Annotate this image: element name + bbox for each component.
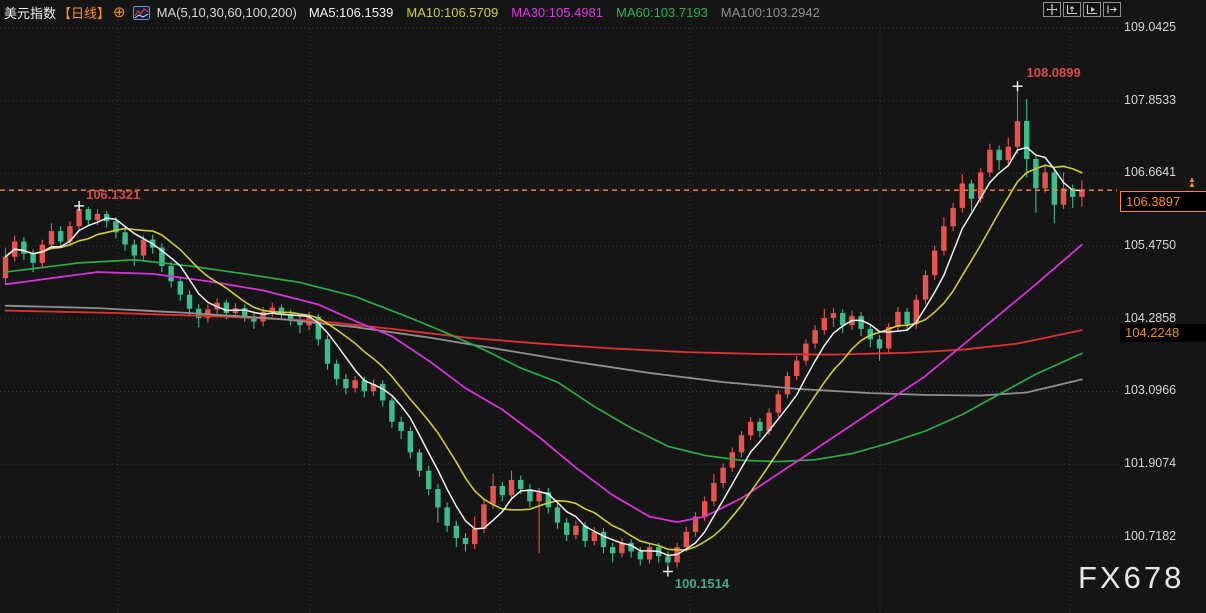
chart-type-icon[interactable] <box>132 5 150 20</box>
instrument-title[interactable]: 美元指数 <box>4 6 57 21</box>
price-axis-label: 103.0966 <box>1124 383 1177 398</box>
go-latest-button[interactable] <box>1103 2 1121 17</box>
ma60-value: MA60:103.7193 <box>616 5 708 20</box>
price-axis-label: 104.2858 <box>1124 310 1177 325</box>
add-indicator-icon[interactable]: ⊕ <box>113 4 126 21</box>
price-axis-label: 106.6641 <box>1124 165 1177 180</box>
price-axis-label: 105.4750 <box>1124 238 1177 253</box>
watermark: FX678 <box>1078 560 1185 595</box>
period-label[interactable]: 【日线】 <box>58 6 111 21</box>
crosshair-tool-button[interactable] <box>1043 2 1061 17</box>
left-high-annotation: 106.1321 <box>86 186 141 202</box>
chart-toolbar <box>1043 2 1121 17</box>
ma10-value: MA10:106.5709 <box>406 5 499 20</box>
ma-group-label: MA(5,10,30,60,100,200) <box>156 5 297 20</box>
high-annotation: 108.0899 <box>1026 65 1081 81</box>
price-up-arrow-icon: ▲ ▲ <box>1188 175 1196 190</box>
ma30-value: MA30:105.4981 <box>511 5 603 20</box>
price-axis-label: 100.7182 <box>1124 528 1177 543</box>
current-price-value: 106.3897 <box>1126 193 1181 209</box>
ma200-price-tag: 104.2248 <box>1120 323 1206 342</box>
ma5-value: MA5:106.1539 <box>308 5 394 20</box>
scale-up-button[interactable] <box>1063 2 1081 17</box>
ma100-value: MA100:103.2942 <box>720 5 820 20</box>
price-axis-label: 107.8533 <box>1124 92 1177 107</box>
chart-legend: 美元指数 【日线】 ⊕ MA(5,10,30,60,100,200) MA5:1… <box>4 3 833 22</box>
price-axis-label: 101.9074 <box>1124 456 1177 471</box>
low-annotation: 100.1514 <box>674 575 730 591</box>
scale-play-button[interactable] <box>1083 2 1101 17</box>
price-axis-label: 109.0425 <box>1124 20 1177 34</box>
current-price-tag: 106.3897 <box>1120 190 1206 212</box>
